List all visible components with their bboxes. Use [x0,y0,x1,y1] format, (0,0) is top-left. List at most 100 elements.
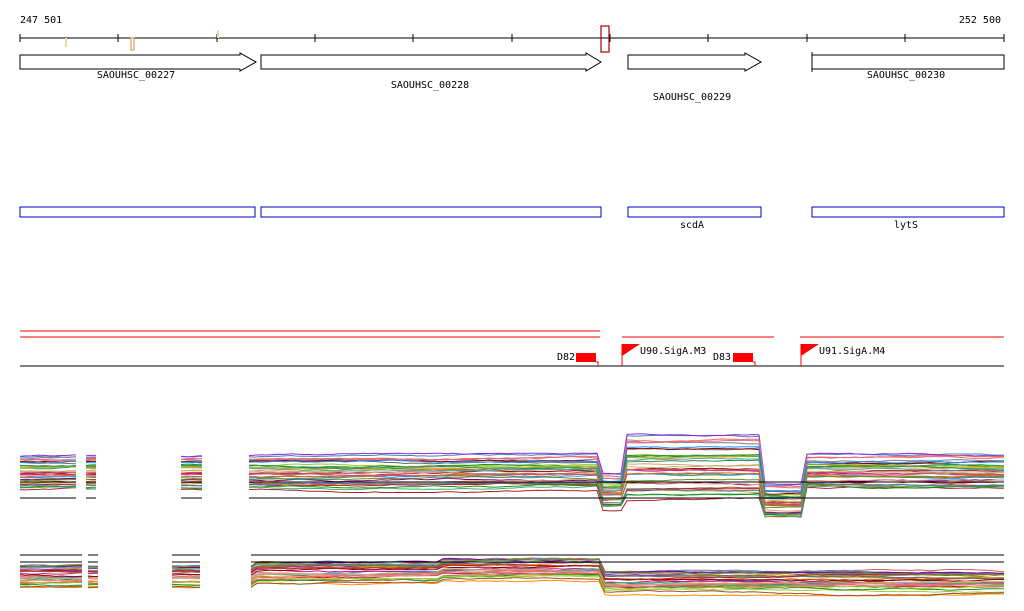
expression-trace [19,479,76,482]
expression-trace [180,484,202,487]
expression-trace [87,578,98,580]
expression-trace [87,586,98,588]
expression-trace [85,473,96,475]
expression-trace [87,582,98,584]
terminator-D83[interactable]: D83 [713,352,756,366]
expression-trace [250,577,1004,597]
position-marker-1[interactable] [65,38,67,47]
expression-trace [19,473,76,476]
protein-box-SAOUHSC_00229[interactable] [627,206,762,218]
expression-trace [180,474,202,476]
expression-trace [248,439,1004,489]
expression-trace [19,478,76,481]
ruler-ticks [19,34,1005,42]
expression-trace [171,577,200,580]
expression-trace [19,566,82,569]
expression-trace [180,477,202,480]
gene-SAOUHSC_00230[interactable]: SAOUHSC_00230 [811,52,1005,81]
gene-arrow[interactable] [19,52,258,72]
expression-trace [85,478,96,481]
expression-trace [19,466,76,469]
expression-trace [19,458,76,461]
expression-trace [171,585,200,588]
gene-arrow[interactable] [811,54,1005,70]
gene-SAOUHSC_00227[interactable]: SAOUHSC_00227 [19,52,258,81]
expression-trace [248,446,1004,493]
expression-trace [19,471,76,474]
gene-SAOUHSC_00228[interactable]: SAOUHSC_00228 [260,52,602,91]
protein-box-SAOUHSC_00230[interactable] [811,206,1005,218]
expression-trace [19,585,82,588]
expression-trace [249,468,1004,505]
expression-trace [248,486,1004,518]
expression-trace [250,579,1004,597]
feature-label: D82 [557,352,575,363]
expression-trace [19,564,82,568]
expression-trace [85,457,96,459]
expression-trace [20,485,76,488]
protein-box-SAOUHSC_00228[interactable] [260,206,602,218]
terminator-icon [733,353,753,362]
gene-label: SAOUHSC_00228 [391,80,469,91]
expression-trace [171,575,200,578]
position-marker-3[interactable] [217,30,219,38]
expression-trace [248,482,1004,515]
feature-label: U90.SigA.M3 [640,346,706,357]
expression-trace [19,470,76,473]
expression-trace [248,457,1004,499]
terminator-stem [596,361,599,366]
expression-trace [19,574,82,578]
gene-label: SAOUHSC_00227 [97,70,175,81]
gene-arrow[interactable] [627,52,763,72]
terminator-D82[interactable]: D82 [557,352,599,366]
protein-name-lytS: lytS [894,220,918,231]
expression-trace [250,565,1004,582]
expression-trace [248,433,1004,485]
expression-trace [250,568,1004,586]
expression-trace [85,466,96,468]
gene-track: SAOUHSC_00227 SAOUHSC_00228 SAOUHSC_0022… [19,52,1005,103]
gene-SAOUHSC_00229[interactable]: SAOUHSC_00229 [627,52,763,103]
promoter-U90.SigA.M3[interactable]: U90.SigA.M3 [621,344,706,366]
expression-trace [19,578,82,582]
expression-trace [19,583,82,587]
protein-box-SAOUHSC_00227[interactable] [19,206,256,218]
terminator-icon [576,353,596,362]
expression-trace [19,569,82,573]
expression-trace [250,575,1004,591]
feature-label: U91.SigA.M4 [819,346,885,357]
expression-trace [180,487,202,490]
expression-trace [85,464,96,466]
expression-trace [249,475,1004,509]
expression-trace [19,483,76,486]
feature-track: D82 U90.SigA.M3 D83 U91.SigA.M4 [20,330,1004,367]
expression-track-2 [19,554,1004,597]
expression-trace [87,572,98,575]
expression-trace [250,558,1004,576]
expression-trace [250,572,1004,589]
expression-trace [19,568,82,571]
expression-trace [248,464,1004,503]
selection-marker[interactable] [600,25,610,53]
expression-trace [181,461,202,464]
expression-trace [172,565,200,568]
expression-trace [85,460,96,463]
coordinate-ruler: 247 501 252 500 [19,15,1005,53]
expression-trace [19,476,76,478]
expression-trace [19,465,76,467]
expression-trace [248,483,1004,516]
expression-trace [248,482,1004,515]
promoter-U91.SigA.M4[interactable]: U91.SigA.M4 [800,344,885,366]
expression-trace [87,575,98,577]
expression-trace [180,488,202,491]
expression-trace [19,460,76,464]
expression-trace [19,454,76,457]
expression-trace [180,455,202,458]
expression-trace [19,474,76,478]
expression-trace [180,471,202,474]
position-marker-2[interactable] [130,37,135,51]
expression-trace [171,573,200,576]
promoter-flag-icon [801,344,819,356]
expression-trace [85,487,96,490]
gene-arrow[interactable] [260,52,602,72]
